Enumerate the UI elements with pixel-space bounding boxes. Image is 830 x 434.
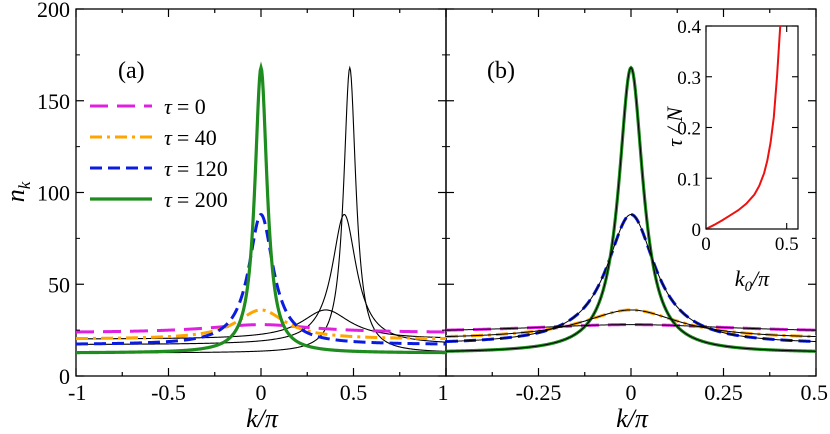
panel-b-overlay-0: [446, 324, 816, 331]
inset-frame: [705, 25, 799, 230]
legend-value-2: = 120: [177, 156, 228, 181]
inset-ytick-label-4: 0.4: [677, 17, 701, 38]
x-axis-label-a: k/π: [246, 404, 279, 433]
inset-curve: [705, 25, 782, 230]
legend-symbol-3: τ: [164, 187, 173, 212]
inset-xtick-label-1: 0.5: [775, 234, 799, 255]
y-axis-label-sub: k: [15, 181, 34, 189]
panel-b-overlay-2: [446, 214, 816, 343]
inset-x-label-main: k: [735, 266, 746, 291]
legend-symbol-1: τ: [164, 125, 173, 150]
panel-b-xtick-label-1: 0: [626, 380, 637, 405]
panel-a-curves: [76, 61, 446, 355]
inset-x-label: k0/π: [735, 266, 770, 295]
panel-a-xtick-label-0: -1: [68, 380, 86, 405]
legend-label-2: τ = 120: [164, 156, 228, 181]
panel-a-thin-curve-0: [76, 309, 446, 340]
inset-xtick-label-0: 0: [701, 234, 711, 255]
inset-y-label-text: τ / N: [662, 106, 687, 147]
inset-plot: 00.10.20.30.40 0.5 τ / N k0/π: [662, 17, 799, 295]
panel-b-xtick-label-0: -0.25: [516, 380, 562, 405]
panel-a-label: (a): [118, 58, 145, 84]
panel-a-xtick-label-4: 1: [438, 380, 449, 405]
panel-b-series-0: [446, 323, 816, 332]
panel-a-x-tick-labels: -1 -0.5 0 0.5 1: [68, 380, 449, 405]
legend-value-0: = 0: [177, 94, 206, 119]
inset-ytick-label-3: 0.3: [677, 68, 701, 89]
ytick-label-0: 0: [59, 364, 70, 389]
inset-x-label-sub: 0: [745, 279, 753, 295]
inset-x-label-tail: /π: [750, 266, 770, 291]
legend-label-1: τ = 40: [164, 125, 217, 150]
panel-b-xtick-label-3: 0.5: [801, 380, 829, 405]
inset-ytick-label-0: 0: [692, 220, 702, 241]
inset-y-label: τ / N: [662, 106, 687, 147]
panel-b-overlay-3: [446, 67, 816, 352]
panel-a-thin-curve-2: [76, 65, 446, 354]
legend-symbol-0: τ: [164, 94, 173, 119]
inset-ytick-label-1: 0.1: [677, 169, 701, 190]
y-axis-label: nk: [1, 181, 34, 202]
panel-b-series-1: [446, 308, 816, 339]
panel-a-series-2: [76, 212, 446, 346]
legend-label-0: τ = 0: [164, 94, 206, 119]
legend-symbol-2: τ: [164, 156, 173, 181]
panel-b-overlay-1: [446, 309, 816, 338]
panel-a-series-3: [76, 61, 446, 355]
y-tick-labels: 0 50 100 150 200: [37, 0, 70, 389]
panel-a-series-1: [76, 308, 446, 341]
ytick-label-4: 200: [37, 0, 70, 22]
panel-b-x-tick-labels: -0.25 0 0.25 0.5: [516, 380, 828, 405]
panel-a-thin-curve-1: [76, 214, 446, 345]
panel-a-series-0: [76, 323, 446, 334]
inset-ytick-label-2: 0.2: [677, 119, 701, 140]
ytick-label-2: 100: [37, 181, 70, 206]
panel-a-xtick-label-1: -0.5: [151, 380, 186, 405]
legend-value-1: = 40: [177, 125, 217, 150]
panel-a-xtick-label-2: 0: [256, 380, 267, 405]
panel-b-xtick-label-2: 0.25: [704, 380, 743, 405]
legend-label-3: τ = 200: [164, 187, 228, 212]
x-axis-label-b: k/π: [616, 404, 649, 433]
panel-b-curves: [446, 65, 816, 353]
legend-value-3: = 200: [177, 187, 228, 212]
ytick-label-1: 50: [48, 272, 70, 297]
axis-ticks: [75, 8, 817, 377]
y-axis-label-main: nk: [1, 181, 34, 202]
panel-b-label: (b): [487, 58, 515, 84]
panel-a-xtick-label-3: 0.5: [340, 380, 368, 405]
ytick-label-3: 150: [37, 89, 70, 114]
